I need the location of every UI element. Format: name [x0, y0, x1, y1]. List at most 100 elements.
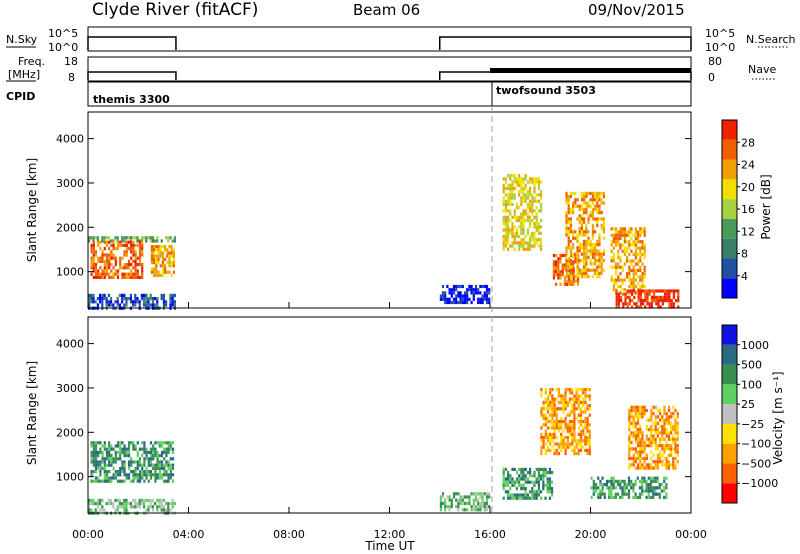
data-cell	[511, 228, 514, 232]
data-cell	[600, 201, 603, 205]
data-cell	[158, 470, 161, 474]
data-cell	[551, 493, 554, 497]
data-cell	[591, 252, 594, 256]
data-cell	[670, 299, 673, 303]
data-cell	[509, 477, 512, 481]
nsearch-label: N.Search	[746, 33, 796, 46]
data-cell	[112, 476, 115, 480]
data-cell	[108, 479, 111, 483]
data-cell	[615, 272, 618, 276]
data-cell	[168, 254, 171, 258]
data-cell	[155, 273, 158, 277]
data-cell	[110, 300, 113, 304]
data-cell	[641, 240, 644, 244]
data-cell	[159, 245, 162, 249]
data-cell	[101, 300, 104, 304]
data-cell	[152, 447, 155, 451]
data-cell	[617, 233, 620, 237]
data-cell	[667, 466, 670, 470]
data-cell	[621, 278, 624, 282]
data-cell	[634, 450, 637, 454]
data-cell	[565, 211, 568, 215]
data-cell	[531, 244, 534, 248]
data-cell	[652, 495, 655, 499]
data-cell	[540, 474, 543, 478]
data-cell	[544, 471, 547, 475]
data-cell	[153, 257, 156, 261]
data-cell	[474, 288, 478, 292]
data-cell	[105, 263, 109, 267]
data-cell	[610, 495, 613, 499]
data-cell	[107, 300, 110, 304]
freq-tick-top: 18	[64, 55, 78, 68]
data-cell	[161, 267, 164, 271]
data-cell	[600, 262, 603, 266]
data-cell	[661, 437, 664, 441]
colorbar-swatch	[722, 364, 737, 385]
data-cell	[105, 476, 109, 480]
data-cell	[116, 508, 119, 512]
data-cell	[634, 249, 637, 253]
data-cell	[457, 501, 460, 505]
data-cell	[600, 259, 603, 263]
data-cell	[577, 282, 580, 286]
data-cell	[631, 292, 634, 296]
data-cell	[515, 215, 518, 219]
data-cell	[488, 492, 491, 496]
data-cell	[444, 300, 447, 305]
data-cell	[531, 212, 534, 216]
data-cell	[513, 234, 516, 239]
data-cell	[578, 214, 581, 218]
data-cell	[674, 437, 677, 441]
data-cell	[158, 498, 161, 502]
data-cell	[108, 266, 111, 270]
data-cell	[540, 218, 543, 223]
data-cell	[509, 228, 512, 232]
data-cell	[130, 457, 133, 461]
data-cell	[99, 502, 102, 506]
data-cell	[571, 391, 574, 395]
data-cell	[441, 495, 445, 499]
data-cell	[105, 297, 108, 301]
data-cell	[101, 239, 104, 243]
data-cell	[511, 174, 514, 178]
data-cell	[626, 275, 629, 279]
data-cell	[167, 476, 170, 480]
data-cell	[546, 448, 550, 452]
data-cell	[94, 253, 98, 257]
data-cell	[533, 490, 536, 494]
data-cell	[448, 508, 451, 512]
data-cell	[574, 257, 577, 261]
data-cell	[580, 268, 583, 272]
data-cell	[520, 183, 523, 187]
data-cell	[502, 474, 505, 478]
data-cell	[138, 250, 142, 254]
data-cell	[641, 415, 644, 419]
ytick-label: 3000	[56, 382, 84, 395]
data-cell	[125, 505, 128, 509]
data-cell	[150, 245, 153, 249]
data-cell	[134, 502, 137, 506]
data-cell	[477, 498, 480, 502]
data-cell	[553, 404, 556, 408]
data-cell	[637, 230, 640, 234]
colorbar-tick-label: −1000	[741, 477, 778, 490]
data-cell	[105, 447, 109, 451]
data-cell	[116, 457, 120, 461]
data-cell	[105, 450, 109, 454]
station-title: Clyde River (fitACF)	[92, 0, 258, 20]
data-cell	[119, 454, 122, 458]
data-cell	[600, 265, 603, 269]
data-cell	[446, 300, 449, 305]
data-cell	[96, 297, 99, 301]
data-cell	[634, 495, 637, 499]
data-cell	[559, 257, 562, 261]
data-cell	[577, 448, 580, 452]
data-cell	[485, 498, 489, 502]
data-cell	[630, 440, 633, 445]
data-cell	[656, 476, 659, 480]
data-cell	[599, 489, 602, 493]
data-cell	[621, 479, 624, 483]
data-cell	[535, 212, 538, 216]
